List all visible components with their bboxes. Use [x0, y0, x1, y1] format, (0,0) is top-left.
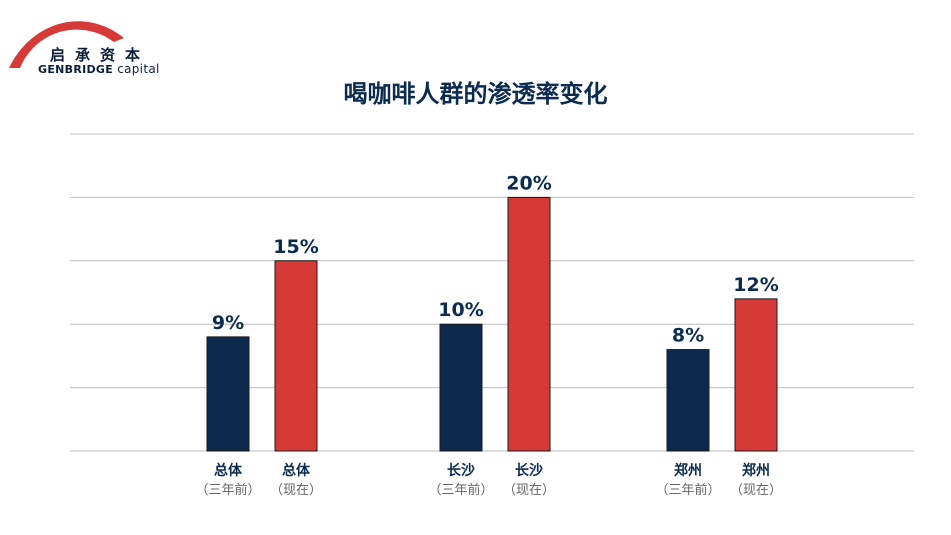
- bar-value-label: 20%: [506, 172, 551, 194]
- bar: [439, 323, 483, 452]
- category-sublabel: （现在）: [270, 483, 322, 498]
- bar-value-label: 15%: [273, 236, 318, 258]
- category-sublabel: （三年前）: [655, 482, 720, 498]
- category-sublabel: （三年前）: [428, 482, 493, 498]
- category-label: 总体: [282, 462, 311, 479]
- logo-arch-icon: [9, 21, 124, 68]
- category-sublabel: （现在）: [503, 483, 555, 498]
- bar-value-label: 8%: [672, 325, 704, 347]
- logo-chinese-name: 启承资本: [50, 46, 151, 64]
- category-label: 总体: [214, 462, 243, 479]
- bar-value-label: 9%: [212, 312, 244, 334]
- bar-value-label: 12%: [733, 274, 778, 296]
- category-sublabel: （现在）: [730, 483, 782, 498]
- category-label: 郑州: [674, 462, 702, 479]
- chart-title: 喝咖啡人群的渗透率变化: [343, 80, 608, 108]
- bar-value-label: 10%: [438, 299, 483, 321]
- bar: [274, 260, 318, 452]
- category-label: 郑州: [742, 462, 770, 479]
- logo-english-main: GENBRIDGE: [38, 63, 114, 76]
- logo-english-name: GENBRIDGE capital: [38, 62, 160, 76]
- bar: [206, 336, 250, 452]
- category-label: 长沙: [515, 462, 543, 479]
- category-label: 长沙: [447, 462, 475, 479]
- bar: [734, 298, 778, 452]
- category-sublabel: （三年前）: [195, 482, 260, 498]
- bar: [666, 349, 710, 452]
- genbridge-logo: 启承资本 GENBRIDGE capital: [6, 8, 186, 76]
- bar: [507, 196, 551, 452]
- logo-english-suffix: capital: [117, 62, 160, 76]
